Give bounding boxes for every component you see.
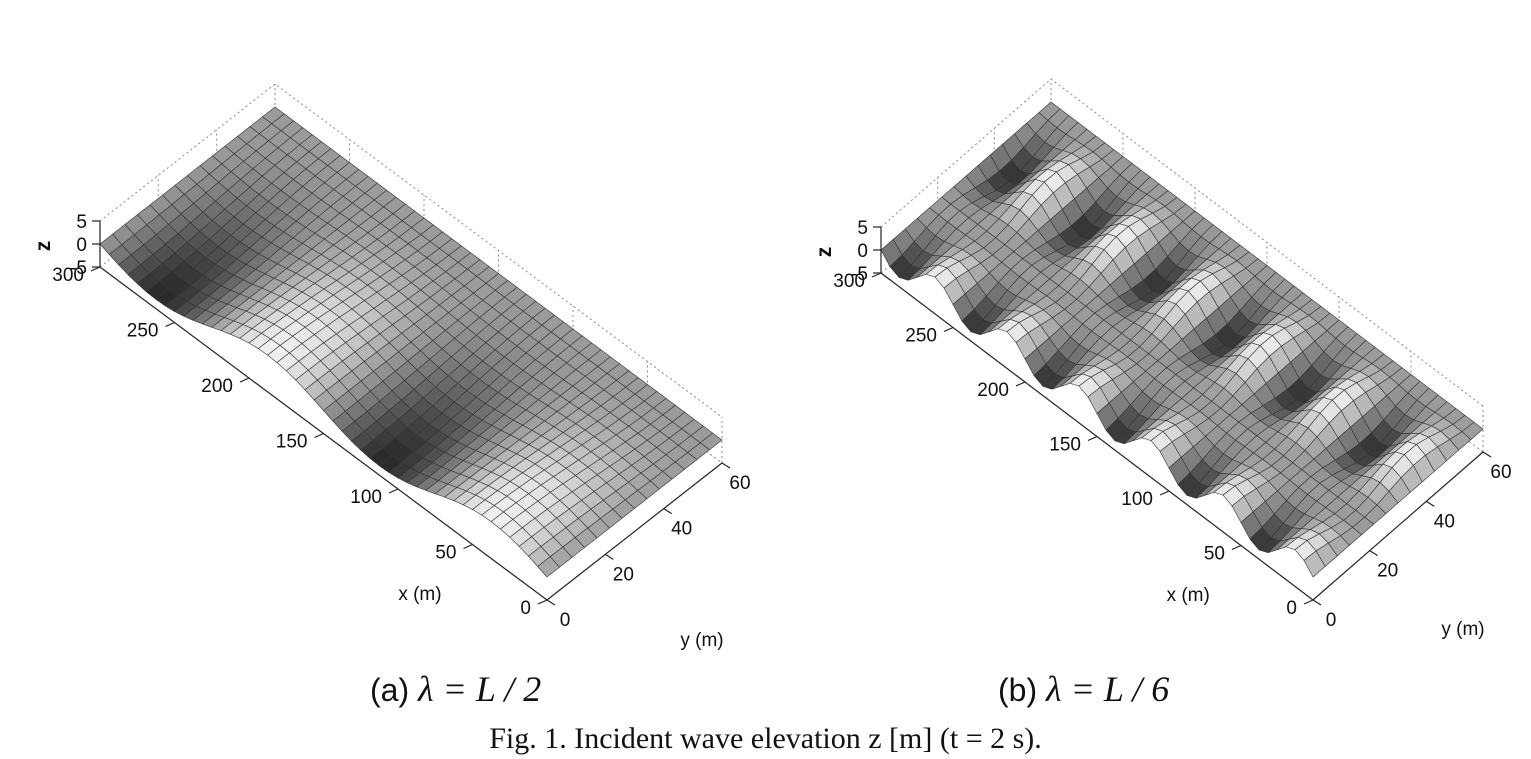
x-tick-label: 0: [1286, 598, 1297, 619]
z-tick-label: -5: [70, 258, 87, 279]
y-tick-label: 40: [671, 519, 692, 540]
y-tick-label: 0: [1326, 610, 1337, 631]
y-tick-label: 20: [613, 564, 634, 585]
z-axis-label: z: [813, 247, 836, 258]
z-axis-label: z: [32, 241, 55, 252]
wave-surface: [880, 101, 1484, 578]
x-tick-label: 150: [276, 432, 308, 453]
x-tick-label: 200: [201, 376, 233, 397]
axes-lines: [871, 226, 1492, 606]
y-tick-label: 60: [729, 473, 750, 494]
y-tick-label: 0: [560, 610, 571, 631]
subtitle-b-math: λ = L / 6: [1046, 669, 1170, 709]
y-tick-label: 60: [1490, 462, 1511, 483]
y-axis-label: y (m): [1441, 619, 1484, 640]
y-axis-label: y (m): [680, 630, 723, 651]
x-axis-label: x (m): [1167, 585, 1210, 606]
x-tick-label: 250: [127, 321, 159, 342]
x-tick-label: 200: [977, 380, 1009, 401]
subtitle-a-prefix: (a): [370, 672, 418, 708]
subtitle-a: (a) λ = L / 2: [370, 668, 541, 710]
x-tick-label: 250: [905, 326, 937, 347]
z-tick-label: 0: [857, 241, 868, 262]
x-tick-label: 100: [350, 487, 382, 508]
x-tick-label: 100: [1121, 489, 1153, 510]
x-tick-label: 300: [833, 271, 865, 292]
wave-surface: [99, 106, 723, 578]
x-tick-label: 50: [435, 543, 456, 564]
x-axis-label: x (m): [398, 584, 441, 605]
subtitle-b: (b) λ = L / 6: [998, 668, 1169, 710]
subtitle-b-prefix: (b): [998, 672, 1046, 708]
y-tick-label: 40: [1434, 511, 1455, 532]
surface-patch: [1303, 550, 1326, 578]
figure-caption: Fig. 1. Incident wave elevation z [m] (t…: [489, 722, 1042, 755]
x-tick-label: 0: [520, 598, 531, 619]
z-tick-label: 5: [857, 218, 868, 239]
x-tick-label: 50: [1204, 544, 1225, 565]
y-tick-label: 20: [1377, 561, 1398, 582]
z-tick-label: 5: [76, 212, 87, 233]
x-tick-label: 150: [1049, 435, 1081, 456]
z-tick-label: -5: [851, 264, 868, 285]
surface-patch: [537, 556, 560, 578]
x-tick-label: 300: [52, 265, 84, 286]
subtitle-a-math: λ = L / 2: [418, 669, 542, 709]
z-tick-label: 0: [76, 235, 87, 256]
axes-lines: [90, 220, 731, 606]
